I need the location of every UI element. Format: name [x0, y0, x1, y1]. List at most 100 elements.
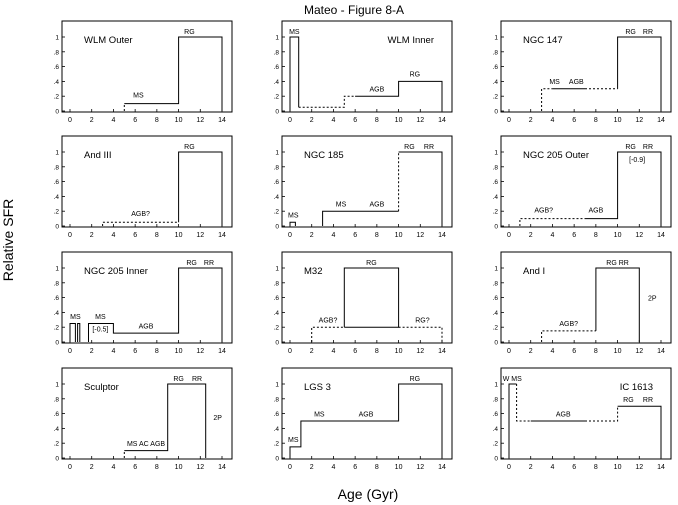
annotation-label: MS AC AGB — [127, 441, 165, 448]
y-tick-label: .4 — [493, 194, 499, 201]
panel-title: NGC 205 Outer — [523, 150, 589, 161]
x-tick-label: 10 — [395, 117, 403, 124]
y-tick-label: .4 — [493, 310, 499, 317]
y-tick-label: 1 — [275, 35, 279, 42]
y-tick-label: .4 — [54, 310, 60, 317]
x-tick-label: 14 — [657, 232, 665, 239]
y-tick-label: 0 — [55, 109, 59, 116]
y-tick-label: .6 — [493, 64, 499, 71]
x-tick-label: 12 — [196, 464, 204, 471]
x-tick-label: 10 — [395, 348, 403, 355]
x-tick-label: 8 — [375, 464, 379, 471]
sfr-segment — [88, 267, 223, 342]
annotation-label: AGB — [359, 411, 374, 418]
annotation-label: AGB — [569, 79, 584, 86]
y-axis-label: Relative SFR — [0, 199, 16, 281]
y-tick-label: .4 — [274, 426, 280, 433]
y-tick-label: .8 — [274, 280, 280, 287]
x-tick-label: 12 — [635, 117, 643, 124]
y-tick-label: .2 — [493, 441, 499, 448]
y-tick-label: .6 — [54, 64, 60, 71]
annotation-label: RG — [184, 144, 195, 151]
annotation-label: RG — [623, 397, 634, 404]
sfr-segment — [102, 221, 179, 226]
sfr-segment — [69, 323, 76, 342]
sfr-segment — [617, 405, 662, 458]
panel: 0 2 4 6 8 10 12 14 0 .2 .4 .6 .8 1 And III AGB? RG — [54, 135, 233, 239]
x-tick-label: 14 — [438, 348, 446, 355]
annotation-label: RR — [192, 376, 202, 383]
x-tick-label: 4 — [111, 232, 115, 239]
x-tick-label: 12 — [416, 232, 424, 239]
y-tick-label: 1 — [55, 266, 59, 273]
sfr-segment — [124, 36, 223, 111]
sfr-segment — [541, 330, 596, 342]
x-tick-label: 2 — [310, 464, 314, 471]
x-tick-label: 8 — [155, 464, 159, 471]
x-tick-label: 12 — [635, 464, 643, 471]
annotation-label: MS — [70, 314, 81, 321]
annotation-label: [-0.5] — [92, 326, 108, 333]
x-tick-label: 4 — [111, 348, 115, 355]
sfr-segment — [585, 406, 619, 422]
y-tick-label: 0 — [494, 109, 498, 116]
y-tick-label: .8 — [274, 164, 280, 171]
panel: 0 2 4 6 8 10 12 14 0 .2 .4 .6 .8 1 M32 AGB? RG RG? — [274, 251, 453, 355]
y-tick-label: 1 — [494, 150, 498, 157]
x-tick-label: 4 — [111, 464, 115, 471]
y-tick-label: 0 — [494, 340, 498, 347]
y-tick-label: 0 — [494, 456, 498, 463]
y-tick-label: .6 — [493, 179, 499, 186]
x-tick-label: 14 — [438, 464, 446, 471]
x-tick-label: 0 — [68, 464, 72, 471]
y-tick-label: .8 — [54, 396, 60, 403]
x-tick-label: 2 — [529, 348, 533, 355]
x-tick-label: 6 — [133, 117, 137, 124]
panel: 0 2 4 6 8 10 12 14 0 .2 .4 .6 .8 1 NGC 205 Outer AGB? AG… — [493, 135, 672, 239]
annotation-label: AGB — [556, 411, 571, 418]
x-tick-label: 4 — [331, 348, 335, 355]
panel: 0 2 4 6 8 10 12 14 0 .2 .4 .6 .8 1 NGC 205 Inner MS MS [-… — [54, 251, 233, 355]
y-tick-label: .8 — [54, 49, 60, 56]
y-tick-label: .4 — [493, 426, 499, 433]
x-tick-label: 12 — [416, 117, 424, 124]
y-tick-label: 1 — [494, 382, 498, 389]
y-tick-label: 1 — [55, 35, 59, 42]
annotation-label: RG — [625, 144, 636, 151]
x-tick-label: 6 — [353, 117, 357, 124]
x-tick-label: 10 — [614, 464, 622, 471]
panel-title: WLM Inner — [388, 35, 434, 46]
y-tick-label: .6 — [493, 295, 499, 302]
annotation-label: MS — [133, 92, 144, 99]
x-tick-label: 6 — [133, 348, 137, 355]
y-tick-label: .4 — [54, 426, 60, 433]
sfr-segment — [595, 267, 640, 342]
y-tick-label: .8 — [493, 49, 499, 56]
annotation-label: MS — [288, 213, 299, 220]
x-tick-label: 10 — [614, 117, 622, 124]
x-tick-label: 12 — [416, 348, 424, 355]
sfr-segment — [322, 210, 399, 226]
sfr-segment — [617, 36, 662, 111]
y-tick-label: .2 — [54, 94, 60, 101]
y-tick-label: .2 — [274, 441, 280, 448]
y-tick-label: 1 — [55, 382, 59, 389]
x-tick-label: 4 — [331, 464, 335, 471]
x-tick-label: 0 — [68, 232, 72, 239]
x-tick-label: 10 — [614, 348, 622, 355]
panel-title: And III — [84, 150, 111, 161]
x-tick-label: 2 — [529, 117, 533, 124]
annotation-label: AGB — [139, 323, 154, 330]
y-tick-label: 1 — [275, 266, 279, 273]
x-tick-label: 14 — [657, 117, 665, 124]
y-tick-label: .2 — [54, 441, 60, 448]
annotation-label: MS — [336, 202, 347, 209]
y-tick-label: 0 — [55, 340, 59, 347]
x-tick-label: 2 — [529, 464, 533, 471]
x-tick-label: 0 — [507, 117, 511, 124]
sfr-segment — [398, 326, 443, 342]
x-tick-label: 8 — [594, 464, 598, 471]
sfr-segment — [398, 151, 443, 226]
y-tick-label: .2 — [274, 209, 280, 216]
annotation-label: RR — [643, 29, 653, 36]
